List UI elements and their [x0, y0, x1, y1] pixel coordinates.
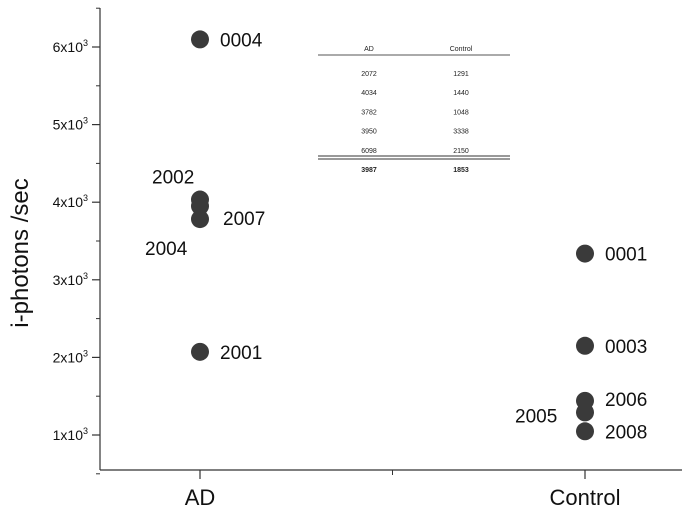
- y-tick-label: 2x103: [53, 348, 88, 365]
- x-ticks: AD Control: [185, 470, 621, 510]
- table-cell: 3950: [361, 129, 377, 136]
- table-cell: 2150: [453, 148, 469, 155]
- y-ticks: 1x103 2x103 3x103 4x103 5x103 6x103: [53, 7, 100, 475]
- data-point: [191, 30, 209, 49]
- point-label: 2002: [152, 168, 194, 189]
- point-label: 2008: [605, 422, 647, 443]
- point-label: 2001: [220, 343, 262, 364]
- table-header: Control: [450, 46, 473, 53]
- y-tick-label: 6x103: [53, 38, 88, 55]
- point-label: 2004: [145, 239, 188, 260]
- data-point: [191, 342, 209, 361]
- x-tick-label: AD: [185, 485, 216, 510]
- table-cell: 3782: [361, 109, 377, 116]
- table-cell: 1291: [453, 71, 469, 78]
- table-cell: 6098: [361, 148, 377, 155]
- table-cell: 1048: [453, 109, 469, 116]
- point-label: 0001: [605, 245, 647, 266]
- y-tick-label: 1x103: [53, 426, 88, 443]
- point-label: 2005: [515, 406, 557, 427]
- inset-table: AD Control 2072 1291 4034 1440 3782 1048 3950 333…: [318, 46, 510, 174]
- table-summary-cell: 3987: [361, 167, 377, 174]
- data-point: [191, 210, 209, 229]
- y-tick-label: 3x103: [53, 271, 88, 288]
- data-point: [576, 336, 594, 355]
- y-tick-label: 5x103: [53, 116, 88, 133]
- table-cell: 2072: [361, 71, 377, 78]
- point-label: 0004: [220, 30, 263, 51]
- table-cell: 4034: [361, 90, 377, 97]
- table-cell: 1440: [453, 90, 469, 97]
- point-label: 0003: [605, 337, 647, 358]
- table-header: AD: [364, 46, 374, 53]
- data-point: [191, 197, 209, 216]
- point-label: 2006: [605, 390, 647, 411]
- y-tick-label: 4x103: [53, 193, 88, 210]
- table-cell: 3338: [453, 129, 469, 136]
- y-axis-label: i-photons /sec: [7, 178, 34, 327]
- table-summary-cell: 1853: [453, 167, 469, 174]
- data-point: [576, 422, 594, 441]
- point-label: 2007: [223, 209, 265, 230]
- data-point: [576, 244, 594, 263]
- x-tick-label: Control: [550, 485, 621, 510]
- data-points: 0004 2002 2007 2004 2001 0001 0003 2006 2005 2008: [145, 30, 647, 443]
- data-point: [576, 403, 594, 422]
